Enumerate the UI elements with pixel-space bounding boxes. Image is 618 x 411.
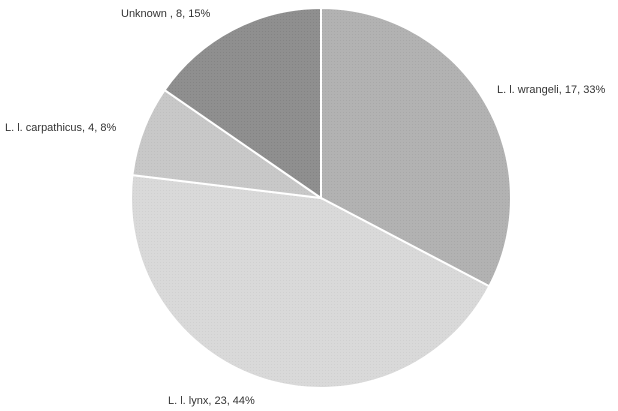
data-label-unknown: Unknown , 8, 15%	[121, 8, 210, 20]
pie-slice-lynx	[130, 173, 491, 389]
data-label-wrangeli: L. l. wrangeli, 17, 33%	[497, 84, 605, 96]
data-label-lynx: L. l. lynx, 23, 44%	[168, 395, 255, 407]
pie-slices	[130, 6, 513, 389]
pie-slice-wrangeli	[320, 6, 513, 288]
data-label-carpathicus: L. l. carpathicus, 4, 8%	[5, 122, 116, 134]
pie-data-labels: L. l. wrangeli, 17, 33% L. l. lynx, 23, …	[5, 8, 605, 407]
pie-slice-unknown	[163, 6, 322, 200]
